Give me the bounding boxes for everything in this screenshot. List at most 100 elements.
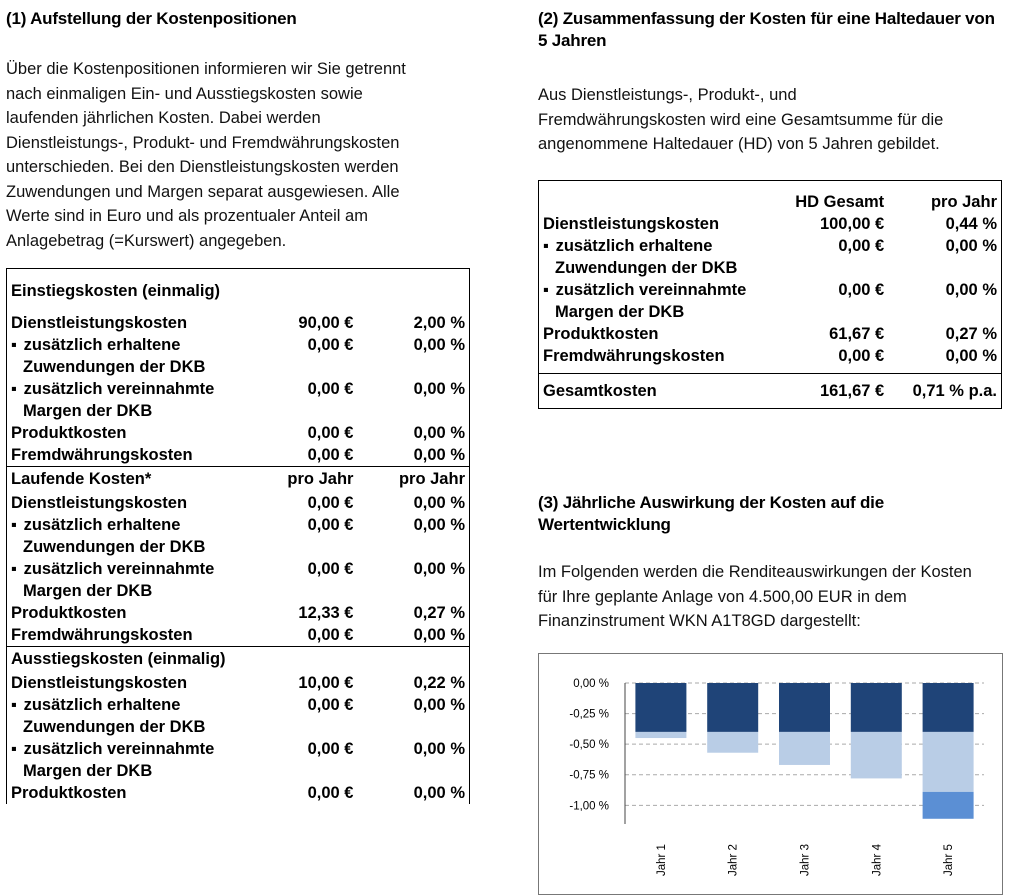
section-col2-label: pro Jahr: [357, 466, 470, 492]
bar-segment: [850, 683, 902, 732]
row-label-text: zusätzlich vereinnahmte: [19, 380, 215, 398]
row-value-percent: 0,00 %: [413, 494, 465, 512]
cost-summary-intro-line: Fremdwährungskosten wird eine Gesamtsumm…: [538, 110, 944, 129]
cost-positions-intro-line: Zuwendungen und Margen separat ausgewies…: [6, 182, 400, 201]
bullet-icon: ▪: [543, 237, 549, 255]
cost-row: ▪ zusätzlich erhaltene Zuwendungen der DK…: [7, 334, 470, 378]
row-value-percent: 0,00 %: [413, 784, 465, 802]
summary-row: Fremdwährungskosten 0,00 € 0,00 %: [539, 345, 1002, 374]
cost-row: ▪ zusätzlich vereinnahmte Margen der DKB 0…: [7, 378, 470, 422]
bullet-icon: ▪: [11, 560, 17, 578]
cost-impact-intro-line: für Ihre geplante Anlage von 4.500,00 EU…: [538, 587, 907, 606]
row-label: Fremdwährungskosten: [539, 345, 774, 374]
summary-row: Produktkosten 61,67 € 0,27 %: [539, 323, 1002, 345]
row-value-percent: 0,00 %: [413, 516, 465, 534]
row-label-text: Dienstleistungskosten: [11, 674, 188, 692]
row-label-text: Produktkosten: [11, 604, 127, 622]
row-value-percent: 0,00 %: [413, 424, 465, 442]
row-value-percent: 0,00 %: [945, 237, 997, 255]
cost-row: Produktkosten 12,33 € 0,27 %: [7, 602, 470, 624]
row-label-text: Fremdwährungskosten: [11, 446, 193, 464]
section-title-cost-positions: (1) Aufstellung der Kostenpositionen: [6, 9, 297, 28]
cost-positions-intro-line: Werte sind in Euro und als prozentualer …: [6, 207, 368, 225]
cost-summary-intro-line: angenommene Haltedauer (HD) von 5 Jahren…: [538, 135, 940, 153]
bar-segment: [922, 791, 974, 819]
cost-summary-intro: Aus Dienstleistungs-, Produkt-, und Fremd…: [538, 83, 1004, 157]
cost-positions-intro-line: unterschieden. Bei den Dienstleistungsko…: [6, 158, 399, 176]
row-label-text: zusätzlich vereinnahmte: [551, 281, 747, 299]
bullet-icon: ▪: [543, 281, 549, 299]
cost-row: ▪ zusätzlich erhaltene Zuwendungen der DK…: [7, 514, 470, 558]
section-col1-label: [263, 646, 358, 672]
row-value-eur: 0,00 €: [307, 696, 354, 714]
row-value-eur: 90,00 €: [298, 314, 354, 332]
y-tick-label: -0,75 %: [569, 770, 609, 782]
row-label: ▪ zusätzlich vereinnahmte Margen der DKB: [539, 279, 774, 323]
row-value-percent: 0,00 %: [413, 740, 465, 758]
cost-summary-table: HD Gesamt pro Jahr Dienstleistungskosten…: [538, 180, 1002, 409]
section-col1-label: [264, 269, 358, 313]
cost-summary-intro-line: Aus Dienstleistungs-, Produkt-, und: [538, 86, 797, 104]
row-label: Dienstleistungskosten: [7, 492, 264, 514]
cost-impact-intro: Im Folgenden werden die Renditeauswirkun…: [538, 560, 1004, 634]
cost-row: Dienstleistungskosten 0,00 € 0,00 %: [7, 492, 470, 514]
bullet-icon: ▪: [11, 516, 17, 534]
row-value-percent: 0,00 %: [945, 281, 997, 299]
row-label: ▪ zusätzlich erhaltene Zuwendungen der DK…: [7, 514, 264, 558]
row-value-eur: 0,00 €: [307, 424, 354, 442]
bar-segment: [779, 683, 830, 732]
cost-impact-chart-svg: 0,00 % -0,25 % -0,50 % -0,75 % -1,00 % Jahr 1…: [569, 678, 984, 876]
cost-row: Produktkosten 0,00 € 0,00 %: [7, 422, 470, 444]
cost-row: ▪ zusätzlich vereinnahmte Margen der DKB 0…: [7, 738, 470, 782]
row-label-text: Dienstleistungskosten: [543, 215, 720, 233]
row-label-text-continued: Zuwendungen der DKB: [555, 259, 738, 277]
row-label-text: Produktkosten: [11, 784, 127, 802]
row-value-eur: 0,00 €: [838, 281, 885, 299]
row-value-percent: 2,00 %: [413, 314, 465, 332]
row-value-eur: 0,00 €: [838, 237, 885, 255]
row-label-text: zusätzlich erhaltene: [551, 237, 713, 255]
total-label: Gesamtkosten: [538, 373, 774, 409]
row-value-percent: 0,44 %: [945, 215, 997, 233]
cost-row: Dienstleistungskosten 10,00 € 0,22 %: [7, 672, 470, 694]
row-value-eur: 12,33 €: [298, 604, 354, 622]
y-tick-label: 0,00 %: [573, 678, 609, 690]
row-value-percent: 0,00 %: [413, 626, 465, 644]
bar-segment: [850, 731, 902, 779]
summary-row: ▪ zusätzlich erhaltene Zuwendungen der DK…: [539, 235, 1002, 279]
row-label: Produktkosten: [539, 323, 774, 345]
row-label: ▪ zusätzlich erhaltene Zuwendungen der DK…: [7, 694, 264, 738]
row-label-text: Dienstleistungskosten: [11, 494, 188, 512]
row-value-percent: 0,27 %: [413, 604, 465, 622]
row-value-eur: 0,00 €: [307, 560, 354, 578]
row-label-text: Fremdwährungskosten: [11, 626, 193, 644]
row-value-eur: 61,67 €: [829, 325, 885, 343]
x-tick-label: Jahr 4: [871, 843, 883, 876]
row-value-percent: 0,00 %: [413, 696, 465, 714]
y-tick-label: -1,00 %: [569, 800, 609, 812]
row-value-eur: 0,00 €: [307, 740, 354, 758]
row-label-text-continued: Margen der DKB: [23, 762, 153, 780]
section-col2-label: [357, 269, 469, 313]
row-label-text: zusätzlich vereinnahmte: [19, 560, 215, 578]
y-tick-label: -0,50 %: [569, 739, 609, 751]
row-label: Dienstleistungskosten: [7, 672, 264, 694]
summary-col-hd-gesamt: HD Gesamt: [795, 193, 885, 211]
row-value-percent: 0,27 %: [945, 325, 997, 343]
row-value-percent: 0,00 %: [413, 380, 465, 398]
row-label-text-continued: Zuwendungen der DKB: [23, 718, 206, 736]
row-label-text: zusätzlich erhaltene: [19, 516, 181, 534]
row-value-eur: 0,00 €: [838, 347, 885, 365]
section-header-row: Einstiegskosten (einmalig): [7, 269, 470, 313]
section-header-label: Laufende Kosten*: [6, 466, 264, 492]
section-col2-label: [357, 646, 470, 672]
bar-segment: [635, 731, 687, 739]
section-header-label: Ausstiegskosten (einmalig): [6, 646, 264, 672]
cost-positions-intro-line: laufenden jährlichen Kosten. Dabei werde…: [6, 109, 321, 127]
y-tick-label: -0,25 %: [569, 709, 609, 721]
row-label-text-continued: Zuwendungen der DKB: [23, 538, 206, 556]
summary-total-row: Gesamtkosten 161,67 €0,71 % p.a.: [538, 373, 1002, 409]
summary-row: ▪ zusätzlich vereinnahmte Margen der DKB 0…: [539, 279, 1002, 323]
row-label-text-continued: Zuwendungen der DKB: [23, 358, 206, 376]
cost-positions-intro-line: Über die Kostenpositionen informieren wi…: [6, 60, 406, 78]
